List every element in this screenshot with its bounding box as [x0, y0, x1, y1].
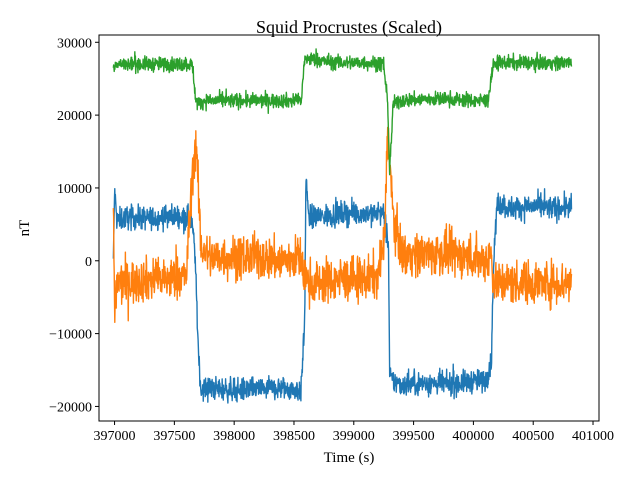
y-tick-label: −20000: [49, 400, 92, 415]
x-tick-label: 397000: [94, 429, 136, 444]
series-line-2: [112, 126, 573, 324]
x-tick-label: 398500: [273, 429, 315, 444]
y-tick-label: 0: [85, 255, 92, 270]
axes-layer: 397000 397500 398000 398500 399000 399500 4000…: [49, 36, 614, 444]
x-tick-label: 401000: [572, 429, 614, 444]
y-axis-label: nT: [17, 220, 33, 237]
y-tick-label: −10000: [49, 328, 92, 343]
chart-title: Squid Procrustes (Scaled): [256, 17, 442, 38]
x-tick-label: 400500: [512, 429, 554, 444]
y-tick-label: 30000: [57, 36, 92, 51]
x-axis-label: Time (s): [324, 450, 375, 466]
x-tick-label: 400000: [452, 429, 494, 444]
x-tick-label: 398000: [213, 429, 255, 444]
y-tick-label: 20000: [57, 109, 92, 124]
y-tick-label: 10000: [57, 182, 92, 197]
x-tick-label: 397500: [153, 429, 195, 444]
plot-frame: [98, 34, 600, 422]
x-tick-label: 399000: [333, 429, 375, 444]
series-layer: [112, 48, 573, 404]
x-tick-label: 399500: [393, 429, 435, 444]
series-line-3: [112, 48, 573, 176]
